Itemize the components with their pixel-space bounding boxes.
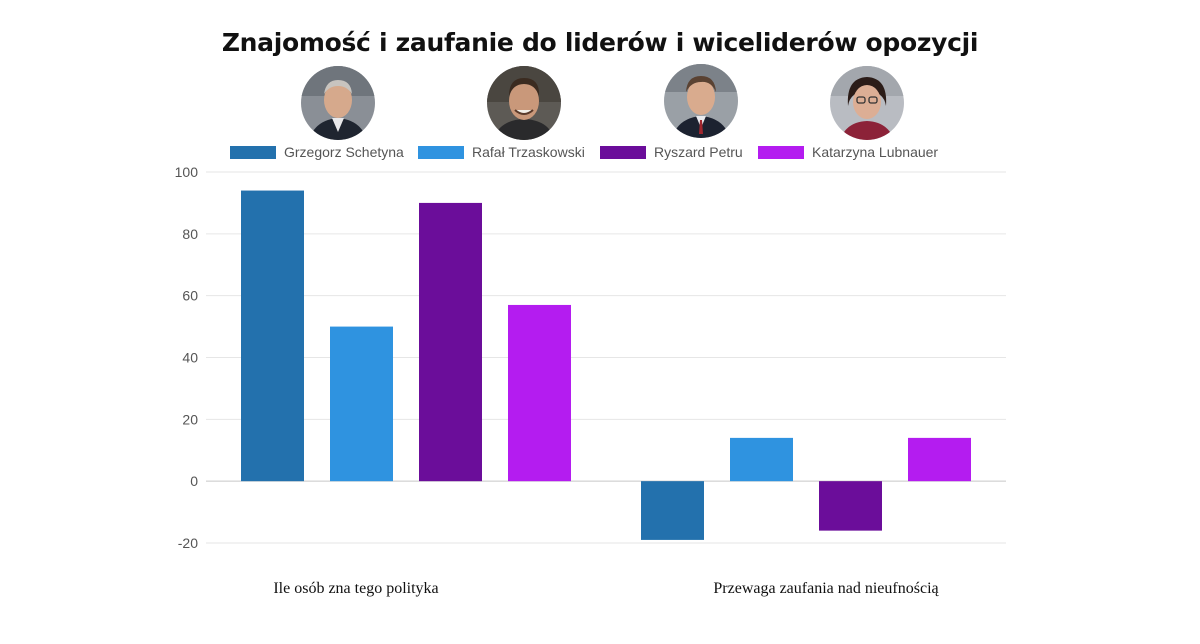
bar bbox=[508, 304, 571, 482]
bar bbox=[419, 202, 482, 482]
legend-swatch bbox=[418, 145, 464, 159]
y-tick-label: 20 bbox=[182, 411, 198, 427]
legend-item[interactable]: Grzegorz Schetyna bbox=[230, 144, 404, 160]
legend-item[interactable]: Ryszard Petru bbox=[600, 144, 743, 160]
avatar-lubnauer bbox=[830, 66, 904, 140]
portrait-photo-icon bbox=[664, 64, 738, 138]
y-tick-label: -20 bbox=[178, 535, 198, 551]
avatar-petru bbox=[664, 64, 738, 138]
bar bbox=[330, 326, 393, 482]
y-tick-label: 100 bbox=[175, 164, 199, 180]
portrait-photo-icon bbox=[830, 66, 904, 140]
category-label: Ile osób zna tego polityka bbox=[273, 580, 439, 597]
y-tick-label: 80 bbox=[182, 226, 198, 242]
legend-swatch bbox=[758, 145, 804, 159]
chart-title: Znajomość i zaufanie do liderów i wiceli… bbox=[221, 28, 979, 57]
y-tick-label: 0 bbox=[190, 473, 198, 489]
legend-item[interactable]: Rafał Trzaskowski bbox=[418, 144, 585, 160]
y-tick-label: 60 bbox=[182, 288, 198, 304]
legend-label: Ryszard Petru bbox=[654, 144, 743, 160]
portrait-photo-icon bbox=[301, 66, 375, 140]
category-label: Przewaga zaufania nad nieufnością bbox=[713, 580, 939, 597]
avatar-trzaskowski bbox=[487, 66, 561, 140]
legend-label: Katarzyna Lubnauer bbox=[812, 144, 939, 160]
legend-swatch bbox=[600, 145, 646, 159]
legend-item[interactable]: Katarzyna Lubnauer bbox=[758, 144, 938, 160]
bar bbox=[730, 437, 793, 482]
bar bbox=[241, 190, 304, 482]
portrait-photo-icon bbox=[487, 66, 561, 140]
bar bbox=[908, 437, 971, 482]
legend: Grzegorz Schetyna Rafał Trzaskowski Rysz… bbox=[0, 144, 1200, 164]
legend-swatch bbox=[230, 145, 276, 159]
avatar-schetyna bbox=[301, 66, 375, 140]
y-tick-label: 40 bbox=[182, 350, 198, 366]
bar bbox=[819, 481, 882, 531]
legend-label: Grzegorz Schetyna bbox=[284, 144, 404, 160]
legend-label: Rafał Trzaskowski bbox=[472, 144, 585, 160]
bar bbox=[641, 481, 704, 540]
